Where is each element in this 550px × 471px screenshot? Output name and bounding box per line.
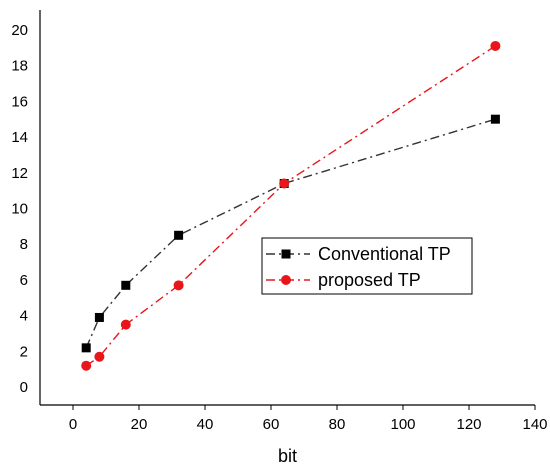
data-point xyxy=(81,360,92,371)
data-point xyxy=(173,280,184,291)
y-tick-label: 12 xyxy=(11,165,28,182)
x-tick-label: 80 xyxy=(329,416,346,433)
legend-box xyxy=(261,237,473,295)
series-layer xyxy=(81,40,501,371)
legend-item: Conventional TP xyxy=(266,244,451,264)
legend-marker xyxy=(281,249,291,259)
data-point xyxy=(279,178,290,189)
data-point xyxy=(94,312,104,322)
legend-label: Conventional TP xyxy=(318,244,451,264)
legend: Conventional TP proposed TP xyxy=(261,237,473,295)
series-line xyxy=(85,118,496,349)
x-tick-label: 140 xyxy=(522,416,547,433)
series-2 xyxy=(81,40,501,371)
x-tick-label: 20 xyxy=(131,416,148,433)
x-axis-title: bit xyxy=(278,446,297,466)
legend-label: proposed TP xyxy=(318,270,421,290)
data-point xyxy=(81,343,91,353)
data-point xyxy=(490,114,500,124)
x-tick-label: 120 xyxy=(456,416,481,433)
series-1 xyxy=(81,114,500,353)
y-tick-label: 4 xyxy=(20,308,28,325)
data-point xyxy=(121,280,131,290)
y-tick-label: 20 xyxy=(11,22,28,39)
x-tick-label: 60 xyxy=(263,416,280,433)
legend-item: proposed TP xyxy=(266,270,421,290)
x-tick-label: 40 xyxy=(197,416,214,433)
x-tick-label: 100 xyxy=(390,416,415,433)
y-tick-label: 16 xyxy=(11,93,28,110)
y-tick-label: 8 xyxy=(20,236,28,253)
y-tick-label: 18 xyxy=(11,58,28,75)
data-point xyxy=(94,351,105,362)
series-line xyxy=(85,45,496,367)
data-point xyxy=(174,230,184,240)
x-tick-label: 0 xyxy=(69,416,77,433)
y-tick-label: 10 xyxy=(11,201,28,218)
axes xyxy=(39,10,535,406)
y-axis-ticks: 0 2 4 6 8 10 12 14 16 18 20 xyxy=(11,22,28,396)
data-point xyxy=(490,40,501,51)
legend-marker xyxy=(281,275,291,285)
x-axis-ticks: 0 20 40 60 80 100 120 140 xyxy=(69,405,548,433)
y-tick-label: 2 xyxy=(20,343,28,360)
y-tick-label: 0 xyxy=(20,379,28,396)
data-point xyxy=(120,319,131,330)
y-tick-label: 6 xyxy=(20,272,28,289)
y-tick-label: 14 xyxy=(11,129,28,146)
